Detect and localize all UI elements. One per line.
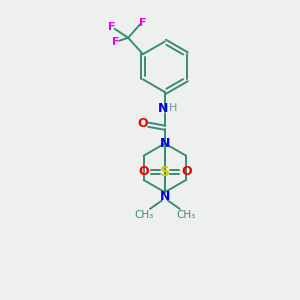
Text: CH₃: CH₃ <box>176 210 195 220</box>
Text: F: F <box>112 37 120 47</box>
Text: H: H <box>169 103 177 113</box>
Text: F: F <box>108 22 116 32</box>
Text: CH₃: CH₃ <box>134 210 154 220</box>
Text: F: F <box>139 18 147 28</box>
Text: S: S <box>160 165 170 179</box>
Text: N: N <box>158 102 169 115</box>
Text: N: N <box>160 137 170 150</box>
Text: N: N <box>160 190 170 203</box>
Text: O: O <box>181 165 192 178</box>
Text: O: O <box>138 165 149 178</box>
Text: O: O <box>137 117 148 130</box>
